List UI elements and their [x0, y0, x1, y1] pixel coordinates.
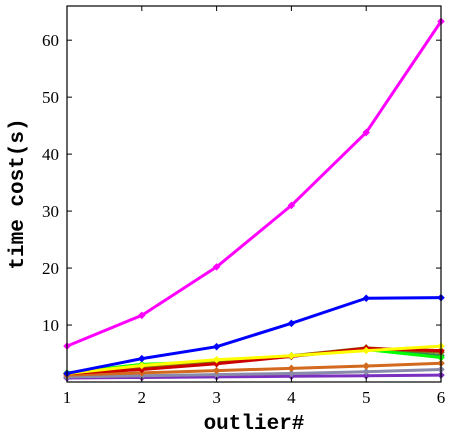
series-line-0 [66, 20, 443, 348]
x-tick-label: 1 [63, 388, 72, 407]
data-point [212, 360, 221, 368]
data-point [287, 201, 296, 210]
data-point [287, 319, 296, 328]
series-line-8 [66, 367, 442, 379]
data-point [362, 294, 370, 303]
ticks-layer: 1 2 3 4 5 6 10 20 30 40 50 60 [42, 6, 445, 407]
x-tick-label: 4 [287, 388, 296, 407]
x-tick-label: 5 [362, 388, 371, 407]
series-0 [63, 17, 445, 350]
data-point [138, 365, 146, 374]
y-tick-label: 20 [42, 259, 59, 278]
y-tick-label: 40 [42, 145, 59, 164]
series-line-2 [66, 344, 442, 375]
x-axis-title: outlier# [204, 413, 305, 436]
data-point [362, 346, 370, 355]
x-tick-label: 3 [212, 388, 221, 407]
data-point [212, 342, 221, 351]
data-point [138, 311, 146, 320]
data-point [287, 352, 296, 360]
data-point [138, 361, 146, 370]
data-point [212, 263, 221, 271]
data-point [287, 369, 296, 378]
data-point [287, 364, 296, 373]
y-axis-title: time cost(s) [7, 118, 30, 269]
series-line-7 [66, 361, 442, 377]
data-point [212, 366, 221, 375]
data-point [212, 356, 221, 364]
y-tick-label: 60 [42, 31, 59, 50]
x-tick-label: 6 [437, 388, 446, 407]
data-point [362, 362, 370, 370]
data-point [362, 128, 370, 137]
y-tick-label: 10 [42, 316, 59, 335]
series-line-1 [66, 296, 442, 375]
series-layer [63, 17, 445, 382]
series-line-9 [66, 373, 442, 380]
data-point [138, 354, 146, 363]
series-2 [63, 342, 445, 378]
x-tick-label: 2 [138, 388, 147, 407]
y-tick-label: 50 [42, 88, 59, 107]
series-1 [63, 293, 445, 378]
data-point [362, 367, 370, 376]
y-tick-label: 30 [42, 202, 59, 221]
plot-frame [66, 5, 442, 383]
